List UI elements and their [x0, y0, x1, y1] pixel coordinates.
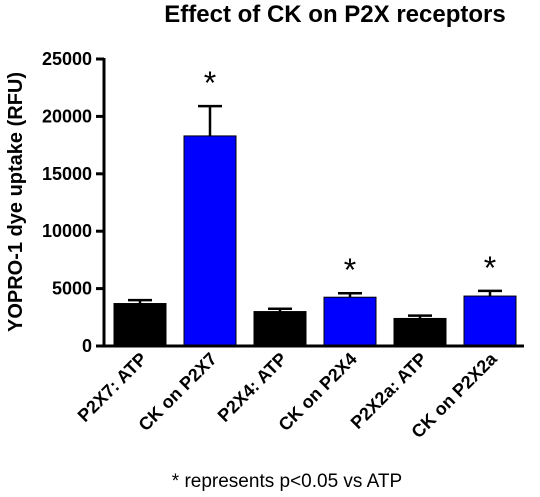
y-axis-label: YOPRO-1 dye uptake (RFU) — [5, 72, 27, 332]
significance-markers: * * * — [204, 65, 496, 288]
category-label: P2X7: ATP — [74, 349, 151, 426]
significance-marker: * — [204, 65, 216, 101]
y-axis-ticks: 0 5000 10000 15000 20000 25000 — [42, 49, 104, 356]
bar — [183, 135, 237, 347]
significance-marker: * — [484, 250, 496, 286]
chart-title: Effect of CK on P2X receptors — [164, 1, 505, 28]
bar — [323, 296, 377, 347]
significance-marker: * — [344, 252, 356, 288]
error-bars — [128, 104, 502, 319]
y-tick-label: 5000 — [52, 279, 92, 299]
y-tick-label: 10000 — [42, 221, 92, 241]
bars — [113, 135, 517, 347]
y-tick-label: 15000 — [42, 164, 92, 184]
bar — [393, 317, 447, 347]
footnote: * represents p<0.05 vs ATP — [172, 471, 402, 492]
y-tick-label: 25000 — [42, 49, 92, 69]
category-label: P2X4: ATP — [214, 349, 291, 426]
y-tick-label: 20000 — [42, 106, 92, 126]
bar — [463, 295, 517, 347]
y-tick-label: 0 — [82, 336, 92, 356]
bar — [253, 311, 307, 347]
bar — [113, 303, 167, 347]
